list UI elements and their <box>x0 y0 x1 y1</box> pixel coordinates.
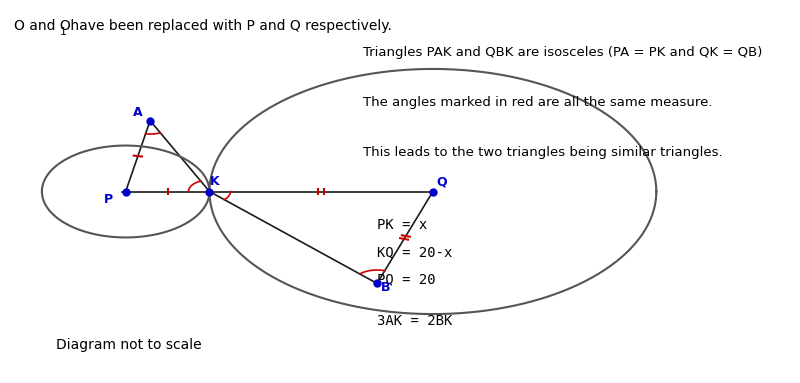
Text: have been replaced with P and Q respectively.: have been replaced with P and Q respecti… <box>66 19 392 33</box>
Text: Q: Q <box>436 175 446 188</box>
Text: PK = x: PK = x <box>377 218 427 232</box>
Text: A: A <box>133 106 142 119</box>
Text: 1: 1 <box>59 27 66 37</box>
Text: 3AK = 2BK: 3AK = 2BK <box>377 314 453 328</box>
Text: P: P <box>104 193 113 206</box>
Text: PQ = 20: PQ = 20 <box>377 272 436 286</box>
Text: B: B <box>381 281 390 294</box>
Text: O and O: O and O <box>14 19 70 33</box>
Text: Triangles PAK and QBK are isosceles (PA = PK and QK = QB): Triangles PAK and QBK are isosceles (PA … <box>363 46 762 59</box>
Text: K: K <box>210 175 220 188</box>
Text: The angles marked in red are all the same measure.: The angles marked in red are all the sam… <box>363 96 713 109</box>
Text: This leads to the two triangles being similar triangles.: This leads to the two triangles being si… <box>363 146 722 159</box>
Text: Diagram not to scale: Diagram not to scale <box>56 338 202 352</box>
Text: KQ = 20-x: KQ = 20-x <box>377 245 453 259</box>
